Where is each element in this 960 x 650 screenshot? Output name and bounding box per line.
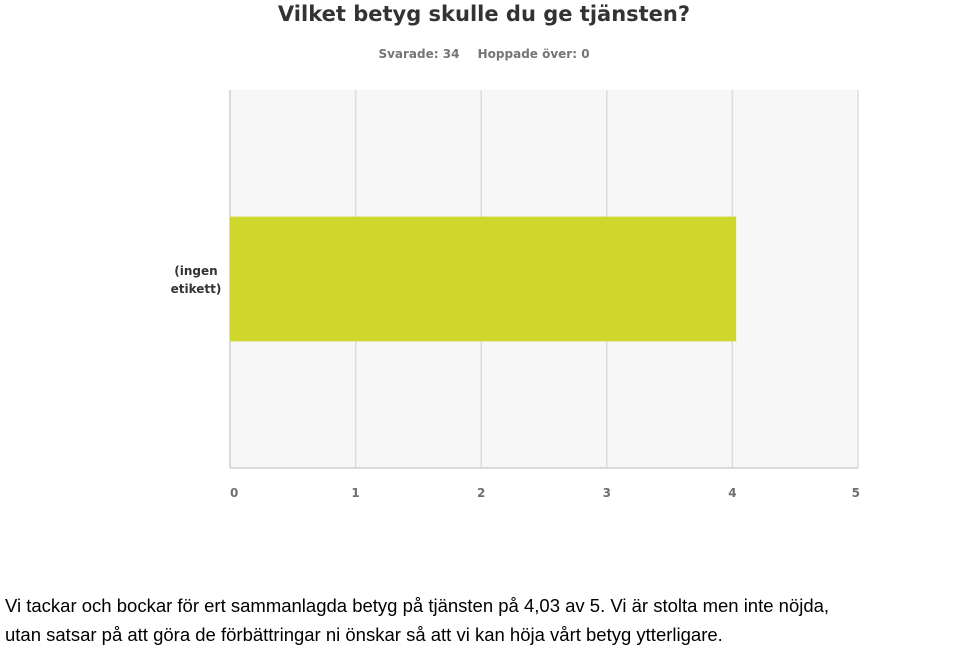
bar-chart: 0 1 2 3 4 5 (ingen etikett)	[171, 90, 860, 500]
caption-text: Vi tackar och bockar för ert sammanlagda…	[5, 591, 960, 649]
x-tick-label-0: 0	[230, 486, 238, 500]
chart-title: Vilket betyg skulle du ge tjänsten?	[277, 2, 691, 26]
response-stats: Svarade: 34 Hoppade över: 0	[0, 47, 960, 61]
answered-count: Svarade: 34	[378, 47, 460, 61]
caption-line-2: utan satsar på att göra de förbättringar…	[5, 624, 723, 645]
x-tick-label-4: 4	[728, 486, 736, 500]
skipped-count: Hoppade över: 0	[477, 47, 590, 61]
y-category-label: (ingen etikett)	[171, 264, 222, 296]
bar-1	[230, 216, 737, 342]
x-tick-label-3: 3	[603, 486, 611, 500]
caption-line-1: Vi tackar och bockar för ert sammanlagda…	[5, 595, 830, 616]
x-tick-label-2: 2	[477, 486, 485, 500]
x-tick-label-1: 1	[351, 486, 359, 500]
x-tick-label-5: 5	[852, 486, 860, 500]
